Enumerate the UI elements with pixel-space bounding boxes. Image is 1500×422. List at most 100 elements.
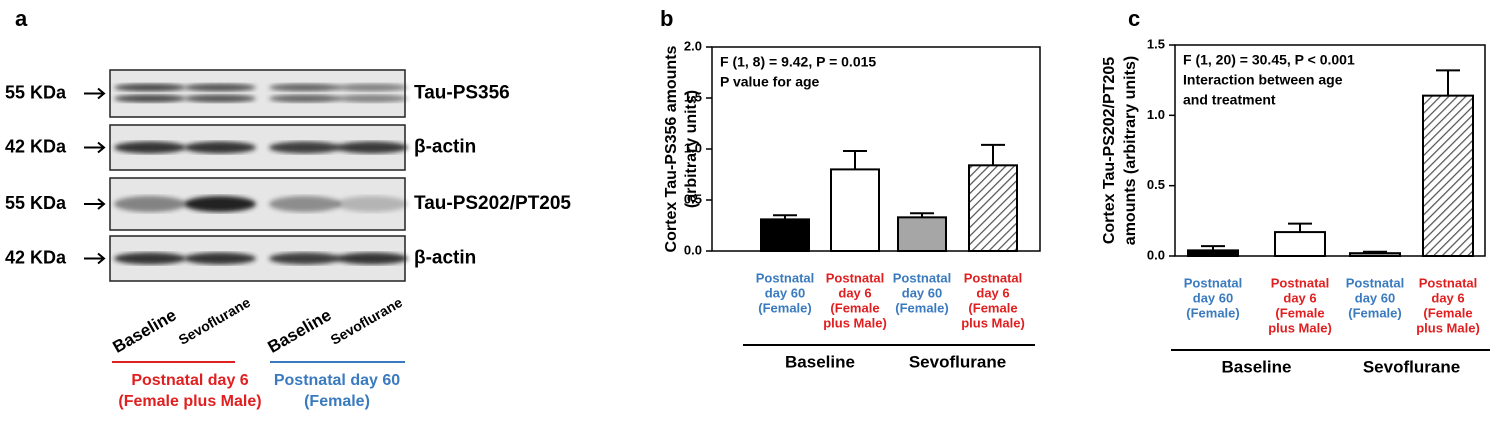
x-tick-label: Postnatal (1419, 275, 1478, 290)
x-tick-label: Postnatal (893, 270, 952, 285)
blot-band (114, 252, 186, 265)
y-tick-label: 0.5 (1147, 177, 1165, 192)
lane-label: Baseline (109, 305, 179, 356)
x-tick-label: (Female (830, 300, 879, 315)
annotation: and treatment (1183, 92, 1276, 108)
bar (830, 168, 880, 252)
blot-band (114, 141, 186, 154)
x-tick-label: (Female (1423, 305, 1472, 320)
blot-band (336, 94, 408, 103)
row-label: β-actin (414, 137, 476, 158)
group-label: Sevoflurane (909, 352, 1006, 371)
bar (1274, 231, 1326, 258)
x-tick-label: (Female) (1186, 305, 1239, 320)
plot-frame (1174, 44, 1486, 257)
blot-band (336, 83, 408, 92)
annotation: F (1, 20) = 30.45, P < 0.001 (1183, 52, 1355, 68)
y-axis-label: Cortex Tau-PS356 amounts (663, 45, 680, 252)
marker-arrow (84, 141, 106, 154)
x-tick-label: day 6 (1431, 290, 1464, 305)
panel-label: b (660, 6, 673, 31)
blot-band (184, 94, 256, 103)
x-tick-label: day 6 (1283, 290, 1316, 305)
x-tick-label: (Female) (1348, 305, 1401, 320)
y-tick-label: 1.5 (684, 89, 702, 104)
group-label: Baseline (1222, 357, 1292, 376)
annotation: P value for age (720, 74, 820, 90)
x-tick-label: day 60 (1193, 290, 1233, 305)
blot-band (184, 141, 256, 154)
row-label: Tau-PS356 (414, 83, 510, 104)
x-tick-label: plus Male) (823, 315, 887, 330)
bar (1187, 249, 1239, 258)
marker-arrow (84, 252, 106, 265)
x-tick-label: day 6 (838, 285, 871, 300)
bar (760, 218, 810, 253)
x-tick-label: Postnatal (964, 270, 1023, 285)
bar (897, 216, 947, 252)
blot-band (269, 94, 341, 103)
x-tick-label: plus Male) (961, 315, 1025, 330)
x-tick-label: (Female (968, 300, 1017, 315)
x-tick-label: Postnatal (1184, 275, 1243, 290)
bar (1422, 94, 1474, 257)
x-tick-label: (Female (1275, 305, 1324, 320)
y-tick-label: 1.0 (684, 140, 702, 155)
marker-size: 55 KDa (5, 82, 67, 102)
lane-label: Baseline (264, 305, 334, 356)
x-tick-label: day 60 (765, 285, 805, 300)
blot-band (336, 252, 408, 265)
x-tick-label: day 60 (1355, 290, 1395, 305)
x-tick-label: plus Male) (1268, 320, 1332, 335)
y-axis-label: (arbitrary units) (683, 90, 700, 208)
y-tick-label: 1.0 (1147, 107, 1165, 122)
blot-band (114, 196, 186, 212)
blot-strip (109, 69, 406, 118)
blot-band (184, 196, 256, 212)
x-tick-label: Postnatal (756, 270, 815, 285)
blot-band (114, 83, 186, 92)
panel-label: c (1128, 6, 1140, 31)
group-label: Baseline (785, 352, 855, 371)
x-tick-label: day 6 (976, 285, 1009, 300)
bar (1349, 252, 1401, 257)
group-label: (Female) (304, 393, 370, 410)
blot-band (269, 252, 341, 265)
x-tick-label: plus Male) (1416, 320, 1480, 335)
row-label: Tau-PS202/PT205 (414, 193, 571, 214)
blot-band (269, 83, 341, 92)
group-label: Postnatal day 60 (274, 372, 400, 389)
blot-band (114, 94, 186, 103)
marker-arrow (84, 87, 106, 100)
y-tick-label: 0.0 (684, 242, 702, 257)
y-tick-label: 0.0 (1147, 247, 1165, 262)
x-tick-label: Postnatal (1346, 275, 1405, 290)
panel-label: a (15, 6, 28, 31)
blot-band (269, 141, 341, 154)
group-label: Sevoflurane (1363, 357, 1460, 376)
marker-arrow (84, 198, 106, 210)
marker-size: 55 KDa (5, 193, 67, 213)
blot-band (269, 196, 341, 212)
x-tick-label: (Female) (758, 300, 811, 315)
x-tick-label: day 60 (902, 285, 942, 300)
x-tick-label: Postnatal (826, 270, 885, 285)
x-tick-label: Postnatal (1271, 275, 1330, 290)
blot-band (336, 196, 408, 212)
annotation: Interaction between age (1183, 72, 1343, 88)
x-tick-label: (Female) (895, 300, 948, 315)
group-label: Postnatal day 6 (131, 372, 248, 389)
lane-label: Sevoflurane (328, 294, 406, 348)
group-label: (Female plus Male) (118, 393, 261, 410)
lane-label: Sevoflurane (176, 294, 254, 348)
y-axis-label: Cortex Tau-PS202/PT205 (1101, 57, 1118, 244)
annotation: F (1, 8) = 9.42, P = 0.015 (720, 54, 876, 70)
bar (968, 164, 1018, 253)
marker-size: 42 KDa (5, 247, 67, 267)
marker-size: 42 KDa (5, 136, 67, 156)
row-label: β-actin (414, 248, 476, 269)
y-axis-label: amounts (arbitrary units) (1122, 56, 1139, 245)
y-tick-label: 2.0 (684, 38, 702, 53)
blot-band (184, 252, 256, 265)
